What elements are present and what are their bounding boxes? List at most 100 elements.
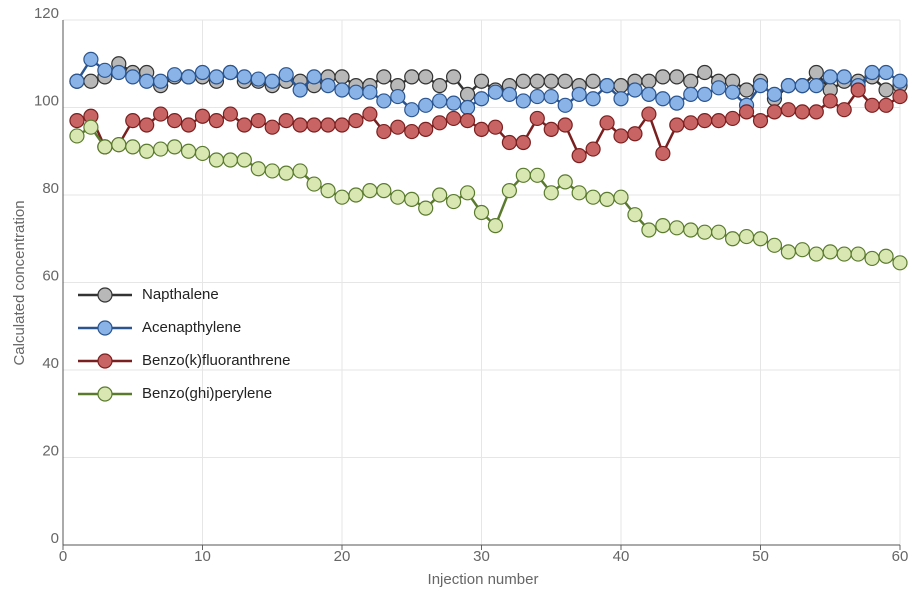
- data-point: [585, 141, 601, 157]
- data-point: [376, 123, 392, 140]
- data-point: [180, 143, 197, 159]
- data-point: [473, 204, 490, 221]
- data-point: [655, 218, 671, 234]
- data-point: [752, 78, 769, 94]
- data-point: [697, 64, 713, 81]
- data-point: [585, 91, 601, 107]
- data-point: [836, 102, 852, 118]
- data-point: [641, 106, 657, 122]
- legend-label: Acenapthylene: [142, 319, 241, 336]
- data-point: [459, 86, 476, 102]
- data-point: [738, 82, 755, 98]
- data-point: [669, 69, 685, 85]
- data-point: [278, 113, 294, 129]
- data-point: [222, 106, 238, 122]
- data-point: [111, 137, 127, 153]
- data-point: [543, 73, 559, 89]
- data-point: [69, 113, 85, 129]
- data-point: [97, 139, 113, 155]
- y-axis-label: Calculated concentration: [11, 200, 28, 365]
- data-point: [222, 64, 238, 81]
- data-point: [376, 183, 392, 199]
- x-tick-label: 30: [473, 548, 490, 565]
- data-point: [404, 123, 420, 140]
- data-point: [153, 73, 169, 89]
- data-point: [850, 82, 866, 98]
- data-point: [557, 117, 573, 133]
- data-point: [292, 117, 308, 133]
- legend-marker: [97, 353, 113, 369]
- y-tick-label: 0: [51, 530, 59, 547]
- data-point: [892, 255, 908, 271]
- data-point: [446, 193, 462, 210]
- data-point: [473, 121, 490, 137]
- data-point: [459, 185, 476, 201]
- data-point: [738, 228, 755, 245]
- data-point: [376, 69, 392, 85]
- data-point: [306, 69, 322, 85]
- data-point: [208, 113, 225, 129]
- data-point: [529, 73, 545, 89]
- data-point: [529, 110, 545, 127]
- data-point: [766, 104, 783, 120]
- data-point: [432, 115, 448, 131]
- data-point: [543, 121, 559, 137]
- legend-marker: [97, 320, 113, 336]
- data-point: [711, 80, 727, 96]
- data-point: [822, 69, 838, 85]
- y-tick-label: 60: [42, 267, 59, 284]
- x-tick-label: 20: [334, 548, 351, 565]
- data-point: [487, 84, 504, 100]
- data-point: [599, 191, 615, 207]
- data-point: [208, 69, 225, 85]
- x-tick-label: 50: [752, 548, 769, 565]
- data-point: [585, 73, 601, 89]
- y-tick-label: 80: [42, 180, 59, 197]
- data-point: [390, 88, 406, 105]
- data-point: [878, 97, 894, 113]
- y-tick-label: 40: [42, 355, 59, 372]
- data-point: [236, 117, 252, 133]
- data-point: [432, 93, 448, 109]
- data-point: [264, 119, 280, 135]
- data-point: [585, 189, 601, 205]
- data-point: [543, 185, 559, 201]
- data-point: [780, 244, 797, 260]
- data-point: [697, 113, 713, 129]
- data-point: [83, 119, 99, 135]
- data-point: [613, 128, 629, 144]
- data-point: [864, 250, 880, 267]
- data-point: [641, 86, 657, 102]
- data-point: [515, 134, 531, 151]
- data-point: [83, 73, 99, 89]
- data-point: [515, 73, 531, 89]
- data-point: [571, 148, 587, 164]
- data-point: [418, 97, 434, 113]
- data-point: [167, 67, 183, 83]
- data-point: [446, 110, 462, 127]
- data-point: [808, 104, 824, 120]
- data-point: [153, 106, 169, 122]
- data-point: [878, 82, 894, 98]
- data-point: [208, 152, 225, 168]
- data-point: [724, 110, 741, 127]
- data-point: [153, 141, 169, 157]
- data-point: [599, 78, 615, 94]
- data-point: [892, 73, 908, 89]
- data-point: [571, 185, 587, 201]
- data-point: [125, 113, 141, 129]
- y-tick-label: 20: [42, 442, 59, 459]
- data-point: [250, 113, 266, 129]
- data-point: [418, 121, 434, 137]
- data-point: [627, 82, 643, 98]
- data-point: [432, 78, 448, 94]
- data-point: [473, 73, 490, 89]
- data-point: [627, 207, 643, 223]
- data-point: [334, 117, 350, 133]
- data-point: [669, 220, 685, 236]
- data-point: [599, 115, 615, 131]
- data-point: [794, 104, 810, 120]
- data-point: [780, 78, 797, 94]
- legend-marker: [97, 386, 113, 402]
- data-point: [167, 139, 183, 155]
